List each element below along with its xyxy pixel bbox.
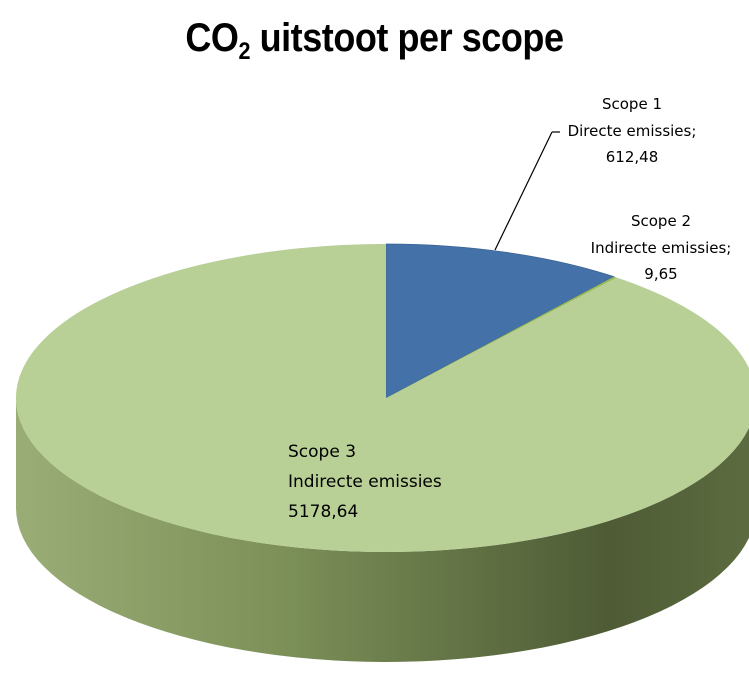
scope1-label: Scope 1 [602,95,662,113]
scope3-sublabel: Indirecte emissies [288,472,442,492]
pie-slice-scope3 [16,244,749,552]
pie-side-wall [16,398,749,662]
scope1-value: 612,48 [606,148,659,166]
scope3-label: Scope 3 [288,442,356,462]
pie-slice-scope2 [386,276,617,398]
scope2-value: 9,65 [644,265,677,283]
scope1-leader-line [494,131,553,251]
chart-title: CO2 uitstoot per scope [185,16,564,65]
scope3-value: 5178,64 [288,502,358,522]
scope2-sublabel: Indirecte emissies; [591,239,732,257]
scope1-sublabel: Directe emissies; [568,122,697,140]
scope2-label: Scope 2 [631,212,691,230]
pie-slice-scope1 [385,243,615,399]
